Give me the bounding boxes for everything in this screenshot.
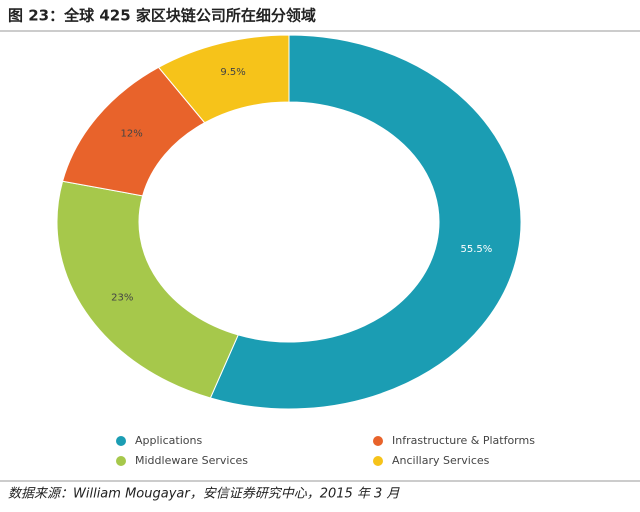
value-label: 9.5% [220, 67, 245, 78]
legend-swatch [373, 436, 383, 446]
value-label: 23% [111, 293, 133, 304]
chart-title: 图 23：全球 425 家区块链公司所在细分领域 [8, 7, 316, 25]
legend-label: Infrastructure & Platforms [392, 434, 535, 447]
donut-slice [56, 180, 239, 399]
legend-label: Applications [135, 434, 202, 447]
legend-label: Ancillary Services [392, 454, 490, 467]
legend-swatch [116, 436, 126, 446]
source-note: 数据来源：William Mougayar，安信证券研究中心，2015 年 3 … [8, 486, 400, 502]
value-label: 55.5% [461, 244, 493, 255]
legend-swatch [373, 456, 383, 466]
donut-slice [157, 34, 290, 124]
donut-slice [209, 34, 522, 410]
legend-swatch [116, 456, 126, 466]
value-label: 12% [121, 129, 143, 140]
legend-label: Middleware Services [135, 454, 248, 467]
